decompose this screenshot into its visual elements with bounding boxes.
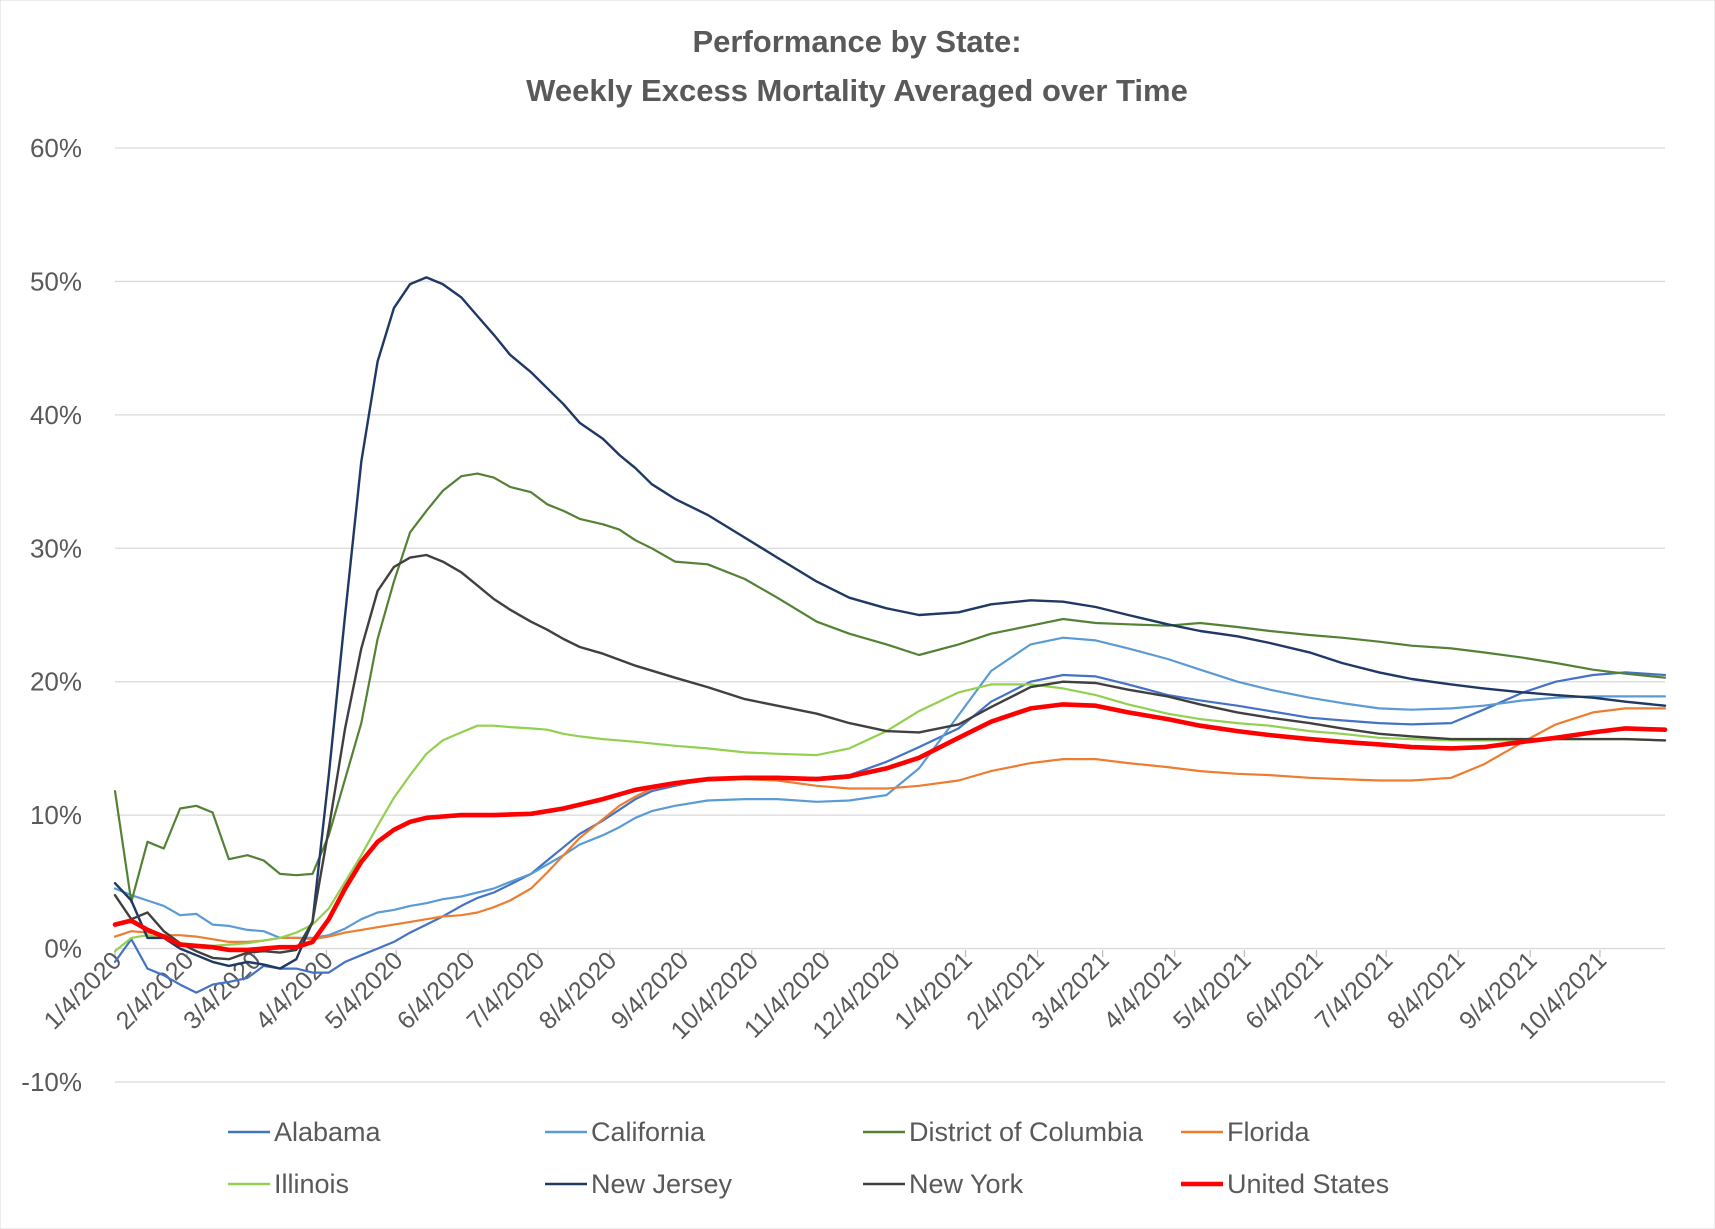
y-tick-label: 0% [44, 934, 82, 964]
series-line-district-of-columbia [113, 472, 1667, 904]
series-line-illinois [113, 683, 1667, 953]
legend-label-california: California [591, 1117, 706, 1147]
legend-label-new-york: New York [909, 1169, 1024, 1199]
legend-label-new-jersey: New Jersey [591, 1169, 733, 1199]
legend-label-florida: Florida [1227, 1117, 1311, 1147]
legend-label-district-of-columbia: District of Columbia [909, 1117, 1144, 1147]
y-tick-label: -10% [21, 1067, 82, 1097]
gridlines [115, 147, 1665, 1083]
y-tick-label: 10% [30, 800, 82, 830]
y-tick-label: 20% [30, 667, 82, 697]
series-lines [112, 276, 1668, 994]
series-line-new-jersey [113, 276, 1667, 970]
legend-label-united-states: United States [1227, 1169, 1389, 1199]
legend-label-alabama: Alabama [274, 1117, 382, 1147]
y-tick-label: 50% [30, 266, 82, 296]
y-tick-label: 30% [30, 533, 82, 563]
chart-title-line-2: Weekly Excess Mortality Averaged over Ti… [526, 73, 1188, 108]
y-tick-label: 40% [30, 400, 82, 430]
series-line-alabama [113, 671, 1667, 994]
series-line-new-york [113, 553, 1667, 961]
legend-label-illinois: Illinois [274, 1169, 349, 1199]
legend: Alabama California District of Columbia Flo… [228, 1117, 1389, 1199]
y-tick-label: 60% [30, 133, 82, 163]
y-axis-tick-labels: 60% 50% 40% 30% 20% 10% 0% -10% [21, 133, 82, 1097]
series-line-united-states [112, 702, 1668, 953]
chart-title-line-1: Performance by State: [692, 24, 1021, 59]
